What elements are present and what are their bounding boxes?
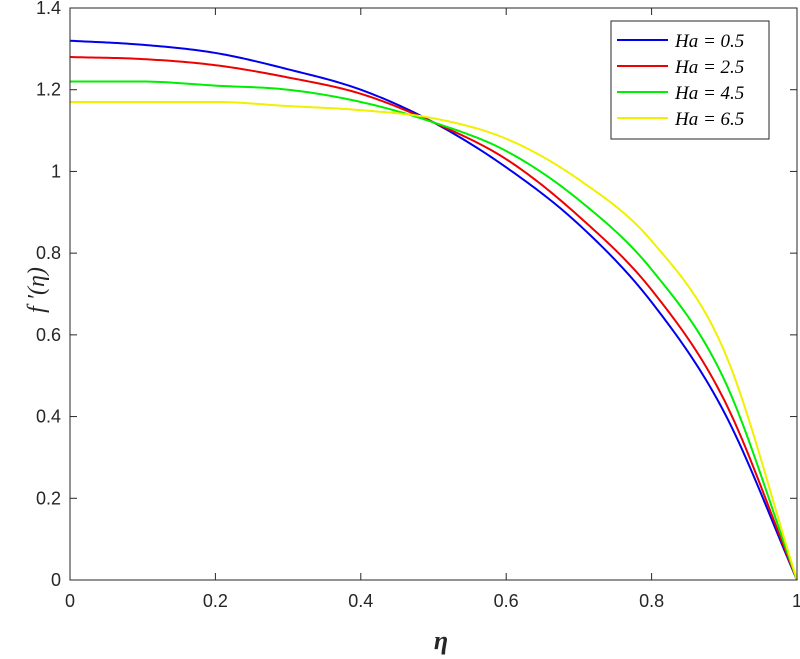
- x-axis-label: η: [434, 626, 448, 655]
- series-line-4: [70, 100, 798, 581]
- legend: Ha = 0.5 Ha = 2.5 Ha = 4.5 Ha = 6.5: [610, 20, 770, 140]
- y-tick-label: 1: [51, 161, 61, 181]
- x-tick-label: 0: [65, 591, 75, 611]
- legend-label-3: Ha = 4.5: [674, 83, 744, 104]
- x-tick-label: 0.4: [348, 591, 373, 611]
- y-axis-label: f ′(η): [24, 267, 50, 313]
- y-tick-label: 0: [51, 570, 61, 590]
- y-tick-label: 1.2: [36, 80, 61, 100]
- legend-label-1: Ha = 0.5: [674, 31, 744, 52]
- y-tick-label: 0.6: [36, 325, 61, 345]
- legend-label-4: Ha = 6.5: [674, 109, 744, 130]
- axes-box: [69, 7, 798, 581]
- y-tick-label: 0.8: [36, 243, 61, 263]
- x-tick-label: 0.8: [639, 591, 664, 611]
- x-tick-label: 0.6: [494, 591, 519, 611]
- x-tick-label: 1: [792, 591, 800, 611]
- y-tick-label: 0.4: [36, 407, 61, 427]
- series-group: [69, 39, 798, 581]
- axes-group: [69, 7, 798, 581]
- y-tick-label: 0.2: [36, 488, 61, 508]
- x-tick-label: 0.2: [203, 591, 228, 611]
- legend-label-2: Ha = 2.5: [674, 57, 744, 78]
- ticks-group: 0 0.2 0.4 0.6 0.8 1 0 0.2 0.4 0.6 0.8 1 1.2 1.4: [36, 0, 800, 611]
- y-tick-label: 1.4: [36, 0, 61, 18]
- series-line-3: [70, 80, 798, 581]
